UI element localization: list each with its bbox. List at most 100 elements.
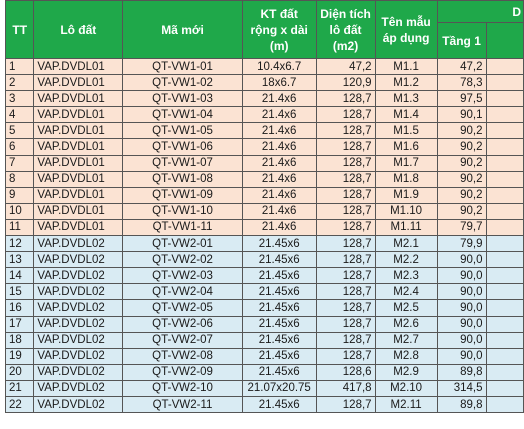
cell-tt: 8 [4, 170, 35, 188]
cell-cut [485, 186, 524, 204]
cell-lot: VAP.DVDL02 [33, 379, 124, 397]
cell-lot: VAP.DVDL01 [33, 57, 124, 76]
cell-floor1: 314,5 [436, 379, 487, 397]
cell-new-code: QT-VW2-08 [122, 347, 243, 365]
cell-floor1: 90,1 [436, 106, 487, 124]
cell-size: 21.4x6 [241, 170, 317, 188]
table-row: 14 VAP.DVDL02 QT-VW2-03 21.45x6 128,7 M2.3 90,… [4, 267, 524, 285]
cell-cut [485, 154, 524, 172]
table-row: 18 VAP.DVDL02 QT-VW2-07 21.45x6 128,7 M2.7 90,… [4, 331, 524, 349]
table-row: 20 VAP.DVDL02 QT-VW2-09 21.45x6 128,6 M2.9 89,… [4, 363, 524, 381]
cell-template: M1.1 [374, 57, 438, 76]
cell-area: 128,7 [315, 138, 376, 156]
header-area: Diện tích lô đất (m2) [315, 0, 376, 59]
cell-lot: VAP.DVDL02 [33, 251, 124, 269]
cell-tt: 13 [4, 251, 35, 269]
cell-size: 21.45x6 [241, 283, 317, 301]
cell-floor1: 79,7 [436, 218, 487, 237]
cell-size: 21.4x6 [241, 218, 317, 237]
cell-tt: 11 [4, 218, 35, 237]
cell-cut [485, 267, 524, 285]
cell-tt: 5 [4, 122, 35, 140]
cell-new-code: QT-VW1-03 [122, 90, 243, 108]
cell-lot: VAP.DVDL01 [33, 138, 124, 156]
cell-area: 128,7 [315, 283, 376, 301]
cell-area: 128,7 [315, 122, 376, 140]
cell-new-code: QT-VW2-01 [122, 235, 243, 253]
cell-template: M2.8 [374, 347, 438, 365]
table-row: 16 VAP.DVDL02 QT-VW2-05 21.45x6 128,7 M2.5 90,… [4, 299, 524, 317]
cell-size: 21.45x6 [241, 235, 317, 253]
cell-area: 128,7 [315, 202, 376, 220]
cell-floor1: 78,3 [436, 74, 487, 92]
cell-new-code: QT-VW2-06 [122, 315, 243, 333]
table-row: 21 VAP.DVDL02 QT-VW2-10 21.07x20.75 417,8 M2.… [4, 379, 524, 397]
cell-cut [485, 57, 524, 76]
cell-template: M1.6 [374, 138, 438, 156]
cell-floor1: 90,2 [436, 186, 487, 204]
cell-floor1: 90,0 [436, 331, 487, 349]
cell-area: 128,7 [315, 90, 376, 108]
cell-tt: 6 [4, 138, 35, 156]
cell-new-code: QT-VW2-02 [122, 251, 243, 269]
cell-tt: 4 [4, 106, 35, 124]
cell-cut [485, 379, 524, 397]
cell-tt: 10 [4, 202, 35, 220]
cell-size: 10.4x6.7 [241, 57, 317, 76]
cell-size: 21.45x6 [241, 251, 317, 269]
table-row: 6 VAP.DVDL01 QT-VW1-06 21.4x6 128,7 M1.6 90,2 [4, 138, 524, 156]
cell-template: M1.11 [374, 218, 438, 237]
cell-template: M2.11 [374, 395, 438, 414]
cell-cut [485, 363, 524, 381]
cell-lot: VAP.DVDL01 [33, 186, 124, 204]
table-row: 4 VAP.DVDL01 QT-VW1-04 21.4x6 128,7 M1.4 90,1 [4, 106, 524, 124]
cell-new-code: QT-VW2-11 [122, 395, 243, 414]
cell-new-code: QT-VW1-04 [122, 106, 243, 124]
cell-area: 128,7 [315, 395, 376, 414]
cell-new-code: QT-VW2-10 [122, 379, 243, 397]
header-tt: TT [4, 0, 35, 59]
cell-template: M2.5 [374, 299, 438, 317]
cell-lot: VAP.DVDL01 [33, 90, 124, 108]
cell-template: M1.5 [374, 122, 438, 140]
cell-lot: VAP.DVDL02 [33, 315, 124, 333]
cell-cut [485, 138, 524, 156]
cell-floor1: 90,0 [436, 347, 487, 365]
cell-size: 21.45x6 [241, 315, 317, 333]
cell-floor1: 89,8 [436, 363, 487, 381]
cell-cut [485, 283, 524, 301]
cell-lot: VAP.DVDL01 [33, 202, 124, 220]
cell-cut [485, 170, 524, 188]
cell-size: 21.4x6 [241, 154, 317, 172]
cell-size: 21.45x6 [241, 331, 317, 349]
cell-cut [485, 218, 524, 237]
cell-cut [485, 299, 524, 317]
cell-cut [485, 395, 524, 414]
table-row: 10 VAP.DVDL01 QT-VW1-10 21.4x6 128,7 M1.10 90,… [4, 202, 524, 220]
cell-new-code: QT-VW1-05 [122, 122, 243, 140]
cell-size: 21.45x6 [241, 395, 317, 414]
cell-new-code: QT-VW1-02 [122, 74, 243, 92]
cell-new-code: QT-VW1-06 [122, 138, 243, 156]
cell-lot: VAP.DVDL01 [33, 106, 124, 124]
cell-template: M2.3 [374, 267, 438, 285]
cell-template: M2.2 [374, 251, 438, 269]
cell-area: 128,7 [315, 235, 376, 253]
cell-cut [485, 74, 524, 92]
cell-floor1: 90,0 [436, 251, 487, 269]
cell-lot: VAP.DVDL01 [33, 154, 124, 172]
cell-tt: 9 [4, 186, 35, 204]
cell-tt: 16 [4, 299, 35, 317]
cell-new-code: QT-VW1-01 [122, 57, 243, 76]
cell-template: M2.7 [374, 331, 438, 349]
cell-area: 47,2 [315, 57, 376, 76]
cell-cut [485, 122, 524, 140]
cell-template: M2.4 [374, 283, 438, 301]
cell-area: 128,7 [315, 331, 376, 349]
table-row: 17 VAP.DVDL02 QT-VW2-06 21.45x6 128,7 M2.6 90,… [4, 315, 524, 333]
cell-new-code: QT-VW2-05 [122, 299, 243, 317]
cell-size: 21.4x6 [241, 106, 317, 124]
cell-floor1: 90,2 [436, 170, 487, 188]
cell-cut [485, 315, 524, 333]
cell-lot: VAP.DVDL02 [33, 235, 124, 253]
